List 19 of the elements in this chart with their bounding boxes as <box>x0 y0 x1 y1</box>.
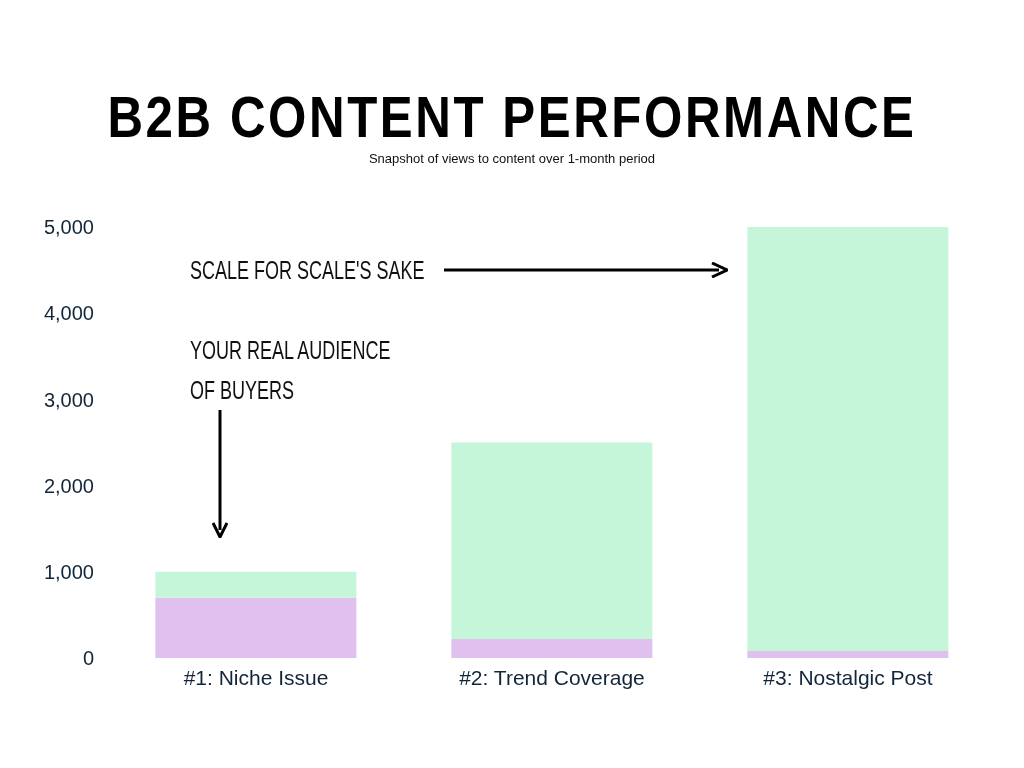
bar <box>155 597 357 658</box>
y-tick-label: 0 <box>82 647 94 670</box>
bar <box>451 639 653 658</box>
y-tick-label: 2,000 <box>43 474 94 497</box>
annotation: SCALE FOR SCALE'S SAKE <box>190 255 425 286</box>
bar <box>155 571 357 598</box>
x-tick-label: #2: Trend Coverage <box>459 665 645 689</box>
x-tick-label: #1: Niche Issue <box>183 665 329 689</box>
bar <box>451 442 653 640</box>
x-tick-label: #3: Nostalgic Post <box>763 665 933 689</box>
y-tick-label: 5,000 <box>43 216 94 239</box>
y-tick-label: 4,000 <box>43 302 94 325</box>
bar <box>747 227 949 652</box>
chart-subtitle: Snapshot of views to content over 1-month period <box>367 151 657 166</box>
chart-title: B2B CONTENT PERFORMANCE <box>106 83 918 150</box>
y-tick-label: 1,000 <box>43 560 94 583</box>
bar <box>747 651 949 658</box>
y-tick-label: 3,000 <box>43 388 94 411</box>
annotation: YOUR REAL AUDIENCE OF BUYERS <box>190 335 392 406</box>
